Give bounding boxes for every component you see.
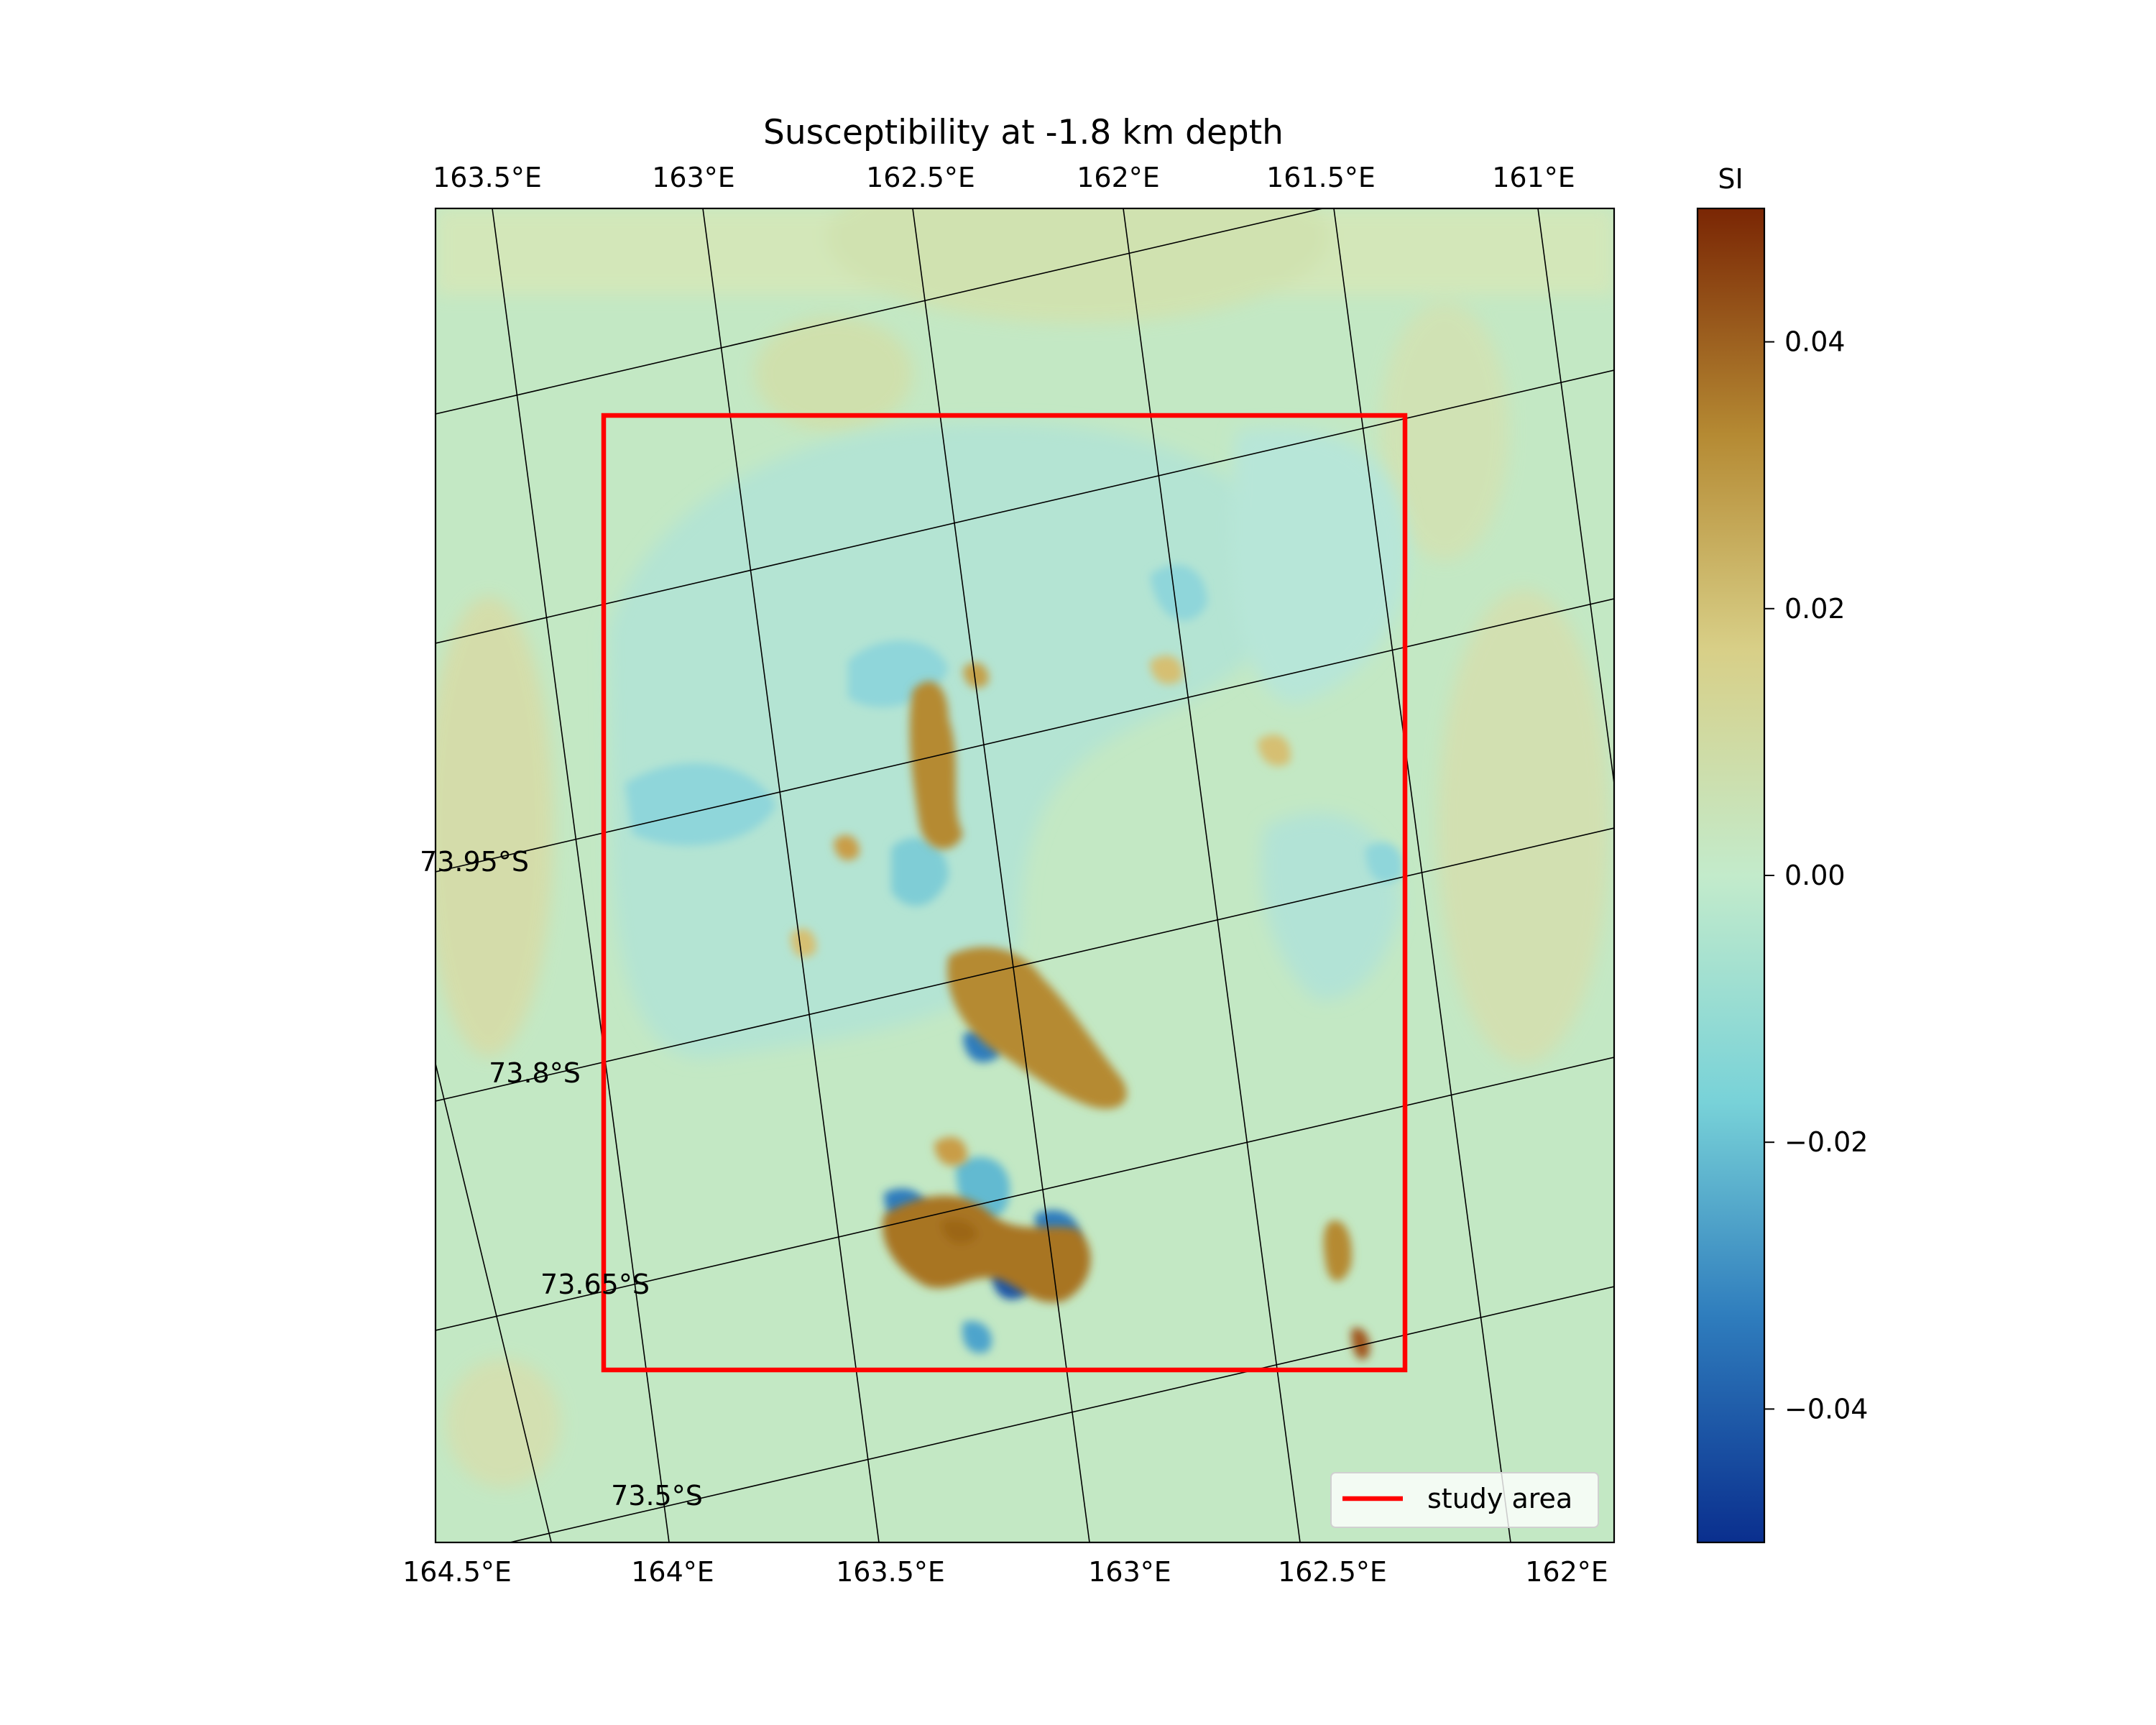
graticule	[436, 208, 1614, 1542]
top-lon-label: 162°E	[1077, 162, 1160, 193]
colorbar-label: SI	[1718, 163, 1743, 195]
map-panel	[436, 208, 1614, 1542]
study-area-box	[601, 413, 1408, 1373]
positive-anomalies	[791, 655, 1370, 1360]
lat-label: 73.95°S	[420, 846, 529, 878]
top-lon-label: 163.5°E	[433, 162, 542, 193]
lat-label: 73.5°S	[611, 1480, 703, 1512]
map-title: Susceptibility at -1.8 km depth	[763, 113, 1284, 152]
top-lon-label: 162.5°E	[866, 162, 975, 193]
top-lon-labels: 163.5°E 163°E 162.5°E 162°E 161.5°E 161°…	[433, 162, 1575, 193]
legend-label: study area	[1427, 1483, 1572, 1514]
bottom-lon-label: 162.5°E	[1278, 1556, 1387, 1588]
colorbar-gradient	[1696, 207, 1766, 1544]
bottom-lon-label: 162°E	[1525, 1556, 1608, 1588]
top-lon-label: 163°E	[652, 162, 735, 193]
colorbar-tick-label: −0.02	[1784, 1126, 1868, 1158]
bottom-lon-labels: 164.5°E 164°E 163.5°E 163°E 162.5°E 162°…	[402, 1556, 1608, 1588]
lat-label: 73.65°S	[540, 1269, 650, 1300]
colorbar-tick-label: 0.04	[1784, 326, 1846, 358]
bottom-lon-label: 163°E	[1088, 1556, 1171, 1588]
top-lon-label: 161.5°E	[1266, 162, 1376, 193]
map-frame	[434, 207, 1616, 1544]
colorbar: SI 0.04 0.02 0.00 −0.02 −0.04	[1696, 163, 1868, 1544]
colorbar-tick-label: 0.02	[1784, 593, 1846, 625]
lat-label: 73.8°S	[489, 1057, 581, 1089]
legend: study area	[1330, 1472, 1599, 1528]
lat-labels: 73.95°S 73.8°S 73.65°S 73.5°S	[420, 846, 703, 1512]
colorbar-tick-label: −0.04	[1784, 1393, 1868, 1425]
colorbar-tick-label: 0.00	[1784, 860, 1846, 891]
bottom-lon-label: 164.5°E	[402, 1556, 512, 1588]
colorbar-ticks: 0.04 0.02 0.00 −0.02 −0.04	[1764, 326, 1868, 1425]
bottom-lon-label: 164°E	[631, 1556, 714, 1588]
legend-box	[1330, 1472, 1599, 1528]
regional-anomalies	[436, 208, 1614, 1488]
bottom-lon-label: 163.5°E	[836, 1556, 945, 1588]
top-lon-label: 161°E	[1492, 162, 1575, 193]
